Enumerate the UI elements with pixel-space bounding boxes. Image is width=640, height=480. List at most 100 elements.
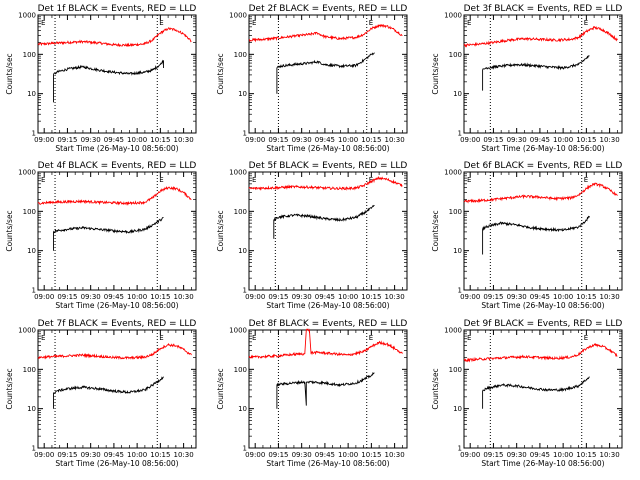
- x-tick-label: 10:00: [127, 293, 147, 301]
- series-line-lld: [37, 186, 192, 206]
- x-tick-label: 09:15: [483, 293, 503, 301]
- x-axis-label: Start Time (26-May-10 08:56:00): [55, 301, 178, 310]
- marker-label-e: E: [584, 334, 588, 342]
- y-tick-label: 1: [32, 287, 36, 295]
- x-tick-label: 10:00: [553, 136, 573, 144]
- y-tick-label: 1000: [229, 169, 247, 177]
- y-tick-label: 1000: [444, 169, 462, 177]
- y-tick-label: 1000: [444, 327, 462, 335]
- x-tick-label: 10:00: [338, 293, 358, 301]
- x-tick-label: 09:45: [315, 136, 335, 144]
- y-axis-label: Counts/sec: [216, 53, 225, 94]
- y-tick-label: 10: [453, 247, 462, 255]
- panel-det-9: Det 9f BLACK = Events, RED = LLD Counts/s…: [431, 319, 623, 468]
- x-tick-label: 10:00: [338, 136, 358, 144]
- x-tick-label: 10:15: [150, 293, 170, 301]
- x-axis-label: Start Time (26-May-10 08:56:00): [266, 144, 389, 153]
- x-tick-label: 09:00: [34, 293, 54, 301]
- x-tick-label: 09:00: [34, 136, 54, 144]
- panel-det-4: Det 4f BLACK = Events, RED = LLD Counts/s…: [5, 161, 197, 310]
- y-tick-label: 1: [458, 287, 462, 295]
- y-axis-label: Counts/sec: [216, 368, 225, 409]
- y-tick-label: 1: [32, 445, 36, 453]
- panel-title: Det 7f BLACK = Events, RED = LLD: [38, 319, 197, 329]
- y-tick-label: 100: [23, 366, 36, 374]
- x-axis-label: Start Time (26-May-10 08:56:00): [481, 144, 604, 153]
- x-tick-label: 09:15: [483, 136, 503, 144]
- y-axis-label: Counts/sec: [5, 210, 14, 251]
- y-tick-label: 100: [23, 208, 36, 216]
- y-axis-label: Counts/sec: [431, 210, 440, 251]
- y-tick-label: 100: [449, 366, 462, 374]
- x-tick-label: 10:00: [553, 451, 573, 459]
- x-tick-label: 10:15: [361, 293, 381, 301]
- x-tick-label: 09:45: [530, 293, 550, 301]
- panel-det-2: Det 2f BLACK = Events, RED = LLD Counts/s…: [216, 4, 408, 153]
- panel-title: Det 8f BLACK = Events, RED = LLD: [249, 319, 408, 329]
- y-tick-label: 100: [234, 208, 247, 216]
- panel-det-7: Det 7f BLACK = Events, RED = LLD Counts/s…: [5, 319, 197, 468]
- marker-label-e: E: [369, 19, 373, 27]
- y-tick-label: 10: [238, 405, 247, 413]
- x-tick-label: 09:30: [292, 293, 312, 301]
- x-tick-label: 10:30: [174, 293, 194, 301]
- x-tick-label: 10:00: [553, 293, 573, 301]
- x-tick-label: 10:30: [385, 293, 405, 301]
- marker-label-e: E: [467, 334, 471, 342]
- x-tick-label: 09:00: [460, 136, 480, 144]
- x-tick-label: 09:45: [104, 293, 124, 301]
- panel-det-6: Det 6f BLACK = Events, RED = LLD Counts/s…: [431, 161, 623, 310]
- x-tick-label: 10:15: [361, 451, 381, 459]
- panel-frame: [248, 171, 408, 291]
- x-tick-label: 10:00: [127, 136, 147, 144]
- series-line-events: [53, 216, 164, 251]
- series-line-events: [276, 372, 375, 409]
- x-axis-label: Start Time (26-May-10 08:56:00): [55, 144, 178, 153]
- marker-label-e: E: [252, 176, 256, 184]
- x-tick-label: 10:15: [576, 293, 596, 301]
- y-tick-label: 100: [234, 366, 247, 374]
- y-tick-label: 10: [27, 90, 36, 98]
- x-tick-label: 10:15: [576, 136, 596, 144]
- x-tick-label: 09:00: [245, 451, 265, 459]
- series-line-lld: [248, 175, 403, 191]
- x-tick-label: 09:45: [530, 451, 550, 459]
- series-line-lld: [37, 27, 192, 48]
- x-tick-label: 10:30: [600, 293, 620, 301]
- y-tick-label: 10: [238, 247, 247, 255]
- panel-title: Det 1f BLACK = Events, RED = LLD: [38, 4, 197, 14]
- y-tick-label: 100: [449, 208, 462, 216]
- x-axis-label: Start Time (26-May-10 08:56:00): [266, 301, 389, 310]
- marker-label-e: E: [369, 334, 373, 342]
- x-tick-label: 09:15: [268, 293, 288, 301]
- panel-det-1: Det 1f BLACK = Events, RED = LLD Counts/s…: [5, 4, 197, 153]
- y-axis-label: Counts/sec: [431, 53, 440, 94]
- x-tick-label: 09:15: [268, 136, 288, 144]
- marker-label-e: E: [584, 176, 588, 184]
- x-axis-label: Start Time (26-May-10 08:56:00): [266, 459, 389, 468]
- y-tick-label: 1: [32, 130, 36, 138]
- x-tick-label: 10:30: [174, 451, 194, 459]
- x-tick-label: 09:30: [292, 136, 312, 144]
- panel-title: Det 2f BLACK = Events, RED = LLD: [249, 4, 408, 14]
- x-tick-label: 09:00: [245, 136, 265, 144]
- series-line-lld: [463, 25, 618, 48]
- x-tick-label: 09:45: [315, 293, 335, 301]
- y-tick-label: 1: [243, 130, 247, 138]
- marker-label-e: E: [159, 19, 163, 27]
- series-line-events: [482, 376, 590, 409]
- x-tick-label: 09:45: [315, 451, 335, 459]
- x-tick-label: 09:15: [57, 136, 77, 144]
- x-tick-label: 09:30: [292, 451, 312, 459]
- series-line-events: [53, 376, 164, 409]
- x-axis-label: Start Time (26-May-10 08:56:00): [481, 301, 604, 310]
- x-tick-label: 10:15: [576, 451, 596, 459]
- y-tick-label: 1000: [229, 12, 247, 20]
- marker-label-e: E: [41, 176, 45, 184]
- x-tick-label: 10:15: [150, 136, 170, 144]
- x-tick-label: 09:30: [507, 136, 527, 144]
- y-tick-label: 1000: [18, 169, 36, 177]
- series-line-lld: [37, 343, 192, 360]
- panel-title: Det 6f BLACK = Events, RED = LLD: [464, 161, 623, 171]
